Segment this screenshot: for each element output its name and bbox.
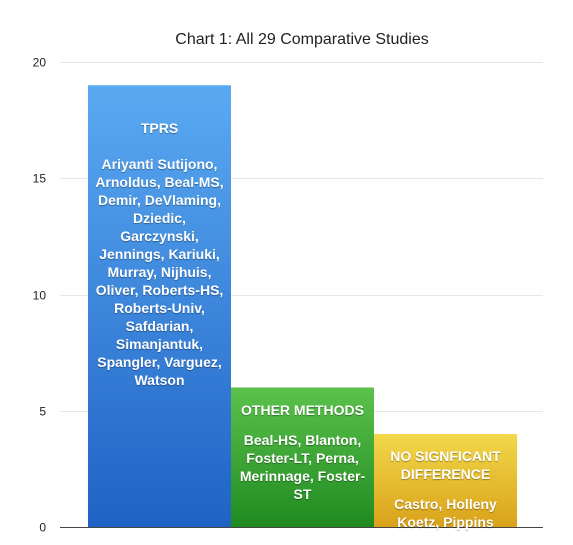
bar-other-methods [231,387,374,527]
bar-study-names: Castro, Holleny Koetz, Pippins [394,496,497,530]
bar-label: TPRS Ariyanti Sutijono, Arnoldus, Beal-MS… [88,119,231,389]
y-tick-label: 20 [33,56,47,70]
bar-category-label: OTHER METHODS [241,401,364,418]
y-tick-label: 10 [33,289,47,303]
bar-category-label: NO SIGNFICANT DIFFERENCE [390,448,501,482]
y-axis-ticks: 0 5 10 15 20 [33,56,47,535]
bar-tprs [88,85,231,527]
y-tick-label: 0 [39,521,46,535]
bar-no-signficant-difference [374,434,517,527]
chart-title: Chart 1: All 29 Comparative Studies [175,31,428,48]
bar-label: OTHER METHODS Beal-HS, Blanton, Foster-LT… [231,401,374,503]
y-tick-label: 5 [39,405,46,419]
bar-study-names: Ariyanti Sutijono, Arnoldus, Beal-MS, De… [95,156,224,389]
y-tick-label: 15 [33,172,47,186]
bar-label: NO SIGNFICANT DIFFERENCE Castro, Holleny … [374,447,517,531]
bar-study-names: Beal-HS, Blanton, Foster-LT, Perna, Meri… [239,431,366,502]
bars [88,85,517,527]
bar-category-label: TPRS [140,120,179,137]
